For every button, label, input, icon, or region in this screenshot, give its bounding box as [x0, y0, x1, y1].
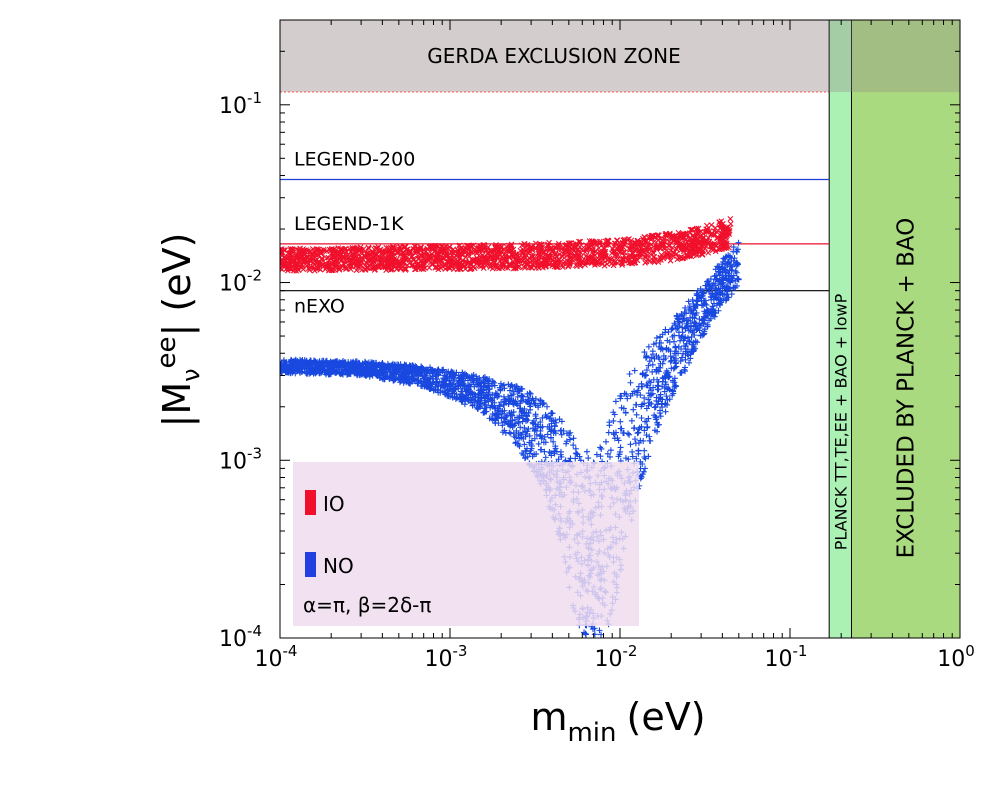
x-axis-title-main: m — [530, 695, 567, 739]
x-tick-exp: -4 — [283, 642, 298, 660]
reference-lines: LEGEND-200 LEGEND-1K nEXO — [280, 148, 830, 318]
y-tick-exp: -3 — [247, 444, 262, 462]
x-axis-title-sub: min — [567, 718, 616, 748]
legend: IO NO α=π, β=2δ-π — [293, 462, 639, 626]
x-tick-exp: 0 — [965, 642, 975, 660]
series-IO-markers — [280, 216, 734, 274]
ref-line-2-label: nEXO — [294, 296, 345, 318]
y-tick-base: 10 — [219, 94, 247, 119]
legend-label-0: IO — [323, 492, 345, 516]
y-tick-label-0: 10-4 — [219, 622, 262, 652]
y-tick-exp: -2 — [247, 267, 262, 285]
legend-swatch-undefined — [305, 552, 316, 577]
y-axis-title-prefix: |M — [155, 382, 200, 428]
x-tick-base: 10 — [937, 647, 965, 672]
region-0-label: GERDA EXCLUSION ZONE — [427, 44, 680, 68]
legend-box — [293, 462, 639, 626]
x-tick-label-3: 10-1 — [765, 642, 808, 672]
legend-swatch-undefined — [305, 490, 316, 515]
x-tick-label-1: 10-3 — [425, 642, 468, 672]
ref-line-0-label: LEGEND-200 — [294, 148, 415, 170]
y-axis-title-sup: ee — [152, 336, 182, 368]
x-axis-title: mmin (eV) — [530, 695, 705, 748]
x-tick-label-4: 100 — [937, 642, 975, 672]
ref-line-1-label: LEGEND-1K — [294, 213, 404, 235]
y-axis-title: |Mνee| (eV) — [152, 233, 205, 428]
shaded-regions: GERDA EXCLUSION ZONE PLANCK TT,TE,EE + BA… — [280, 20, 960, 638]
x-tick-base: 10 — [765, 647, 793, 672]
y-tick-exp: -4 — [247, 622, 262, 640]
x-tick-label-0: 10-4 — [255, 642, 298, 672]
region-2-label: EXCLUDED BY PLANCK + BAO — [894, 218, 920, 559]
y-tick-exp: -1 — [247, 89, 262, 107]
region-2 — [851, 20, 960, 638]
x-tick-base: 10 — [595, 647, 623, 672]
y-tick-label-1: 10-3 — [219, 444, 262, 474]
x-tick-exp: -1 — [793, 642, 808, 660]
x-axis-title-unit: (eV) — [627, 695, 706, 739]
x-tick-label-2: 10-2 — [595, 642, 638, 672]
y-axis-title-sub: ν — [177, 368, 205, 381]
y-tick-base: 10 — [219, 272, 247, 297]
x-tick-base: 10 — [255, 647, 283, 672]
legend-label-1: NO — [323, 554, 354, 578]
region-overlap — [829, 20, 960, 93]
region-1-label: PLANCK TT,TE,EE + BAO + lowP — [831, 293, 850, 550]
y-tick-label-3: 10-1 — [219, 89, 262, 119]
series-IO-points — [280, 216, 734, 274]
y-tick-base: 10 — [219, 627, 247, 652]
y-tick-label-2: 10-2 — [219, 267, 262, 297]
x-tick-exp: -2 — [623, 642, 638, 660]
x-tick-exp: -3 — [453, 642, 468, 660]
legend-parameters: α=π, β=2δ-π — [303, 593, 431, 617]
region-1 — [829, 20, 852, 638]
y-tick-base: 10 — [219, 449, 247, 474]
y-axis-title-suffix: | (eV) — [155, 233, 200, 337]
x-tick-base: 10 — [425, 647, 453, 672]
